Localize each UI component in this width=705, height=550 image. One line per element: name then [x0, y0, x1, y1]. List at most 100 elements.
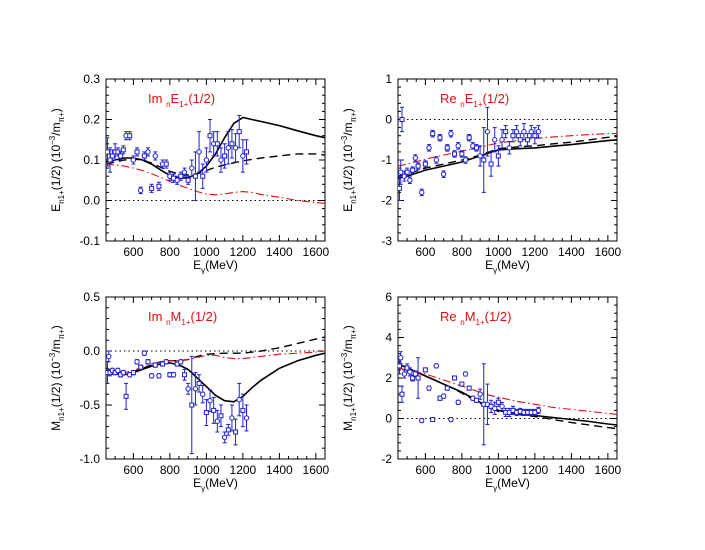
data-point	[233, 429, 239, 435]
data-point	[109, 153, 115, 159]
data-point	[120, 369, 127, 376]
data-point	[528, 128, 534, 135]
x-tick-label: 600	[415, 463, 435, 477]
data-point	[492, 137, 498, 143]
data-point	[200, 173, 206, 179]
panel-title: Re nM1+(1/2)	[440, 309, 511, 327]
data-point	[398, 169, 404, 175]
chart-panel-4: 600 800 1000 1200 1400 1600 -2 0 2 4 6 Re nM1+(1/2)…	[340, 290, 622, 493]
y-tick-label: 6	[385, 290, 392, 304]
data-point	[243, 415, 250, 421]
y-tick-label: 0.0	[83, 344, 100, 358]
data-point	[525, 137, 531, 143]
chart-panel-3: 600 800 1000 1200 1400 1600 -1.0 -0.5 0.0 0.5 Im n…	[48, 290, 330, 493]
data-point	[156, 183, 162, 189]
model-curve-dashdot	[106, 350, 325, 374]
chart-panel-1: 600 800 1000 1200 1400 1600 -0.1 0.0 0.1 0.2 0.3 Im…	[48, 72, 330, 275]
data-point	[503, 129, 509, 135]
data-point	[156, 373, 162, 379]
data-point	[189, 165, 195, 171]
data-point	[181, 372, 187, 378]
x-tick-label: 1200	[522, 463, 549, 477]
data-point	[236, 129, 242, 135]
y-axis-label: Mn1+(1/2) (10−3/mπ+)	[340, 325, 358, 431]
data-point	[473, 145, 479, 151]
data-point	[189, 402, 195, 408]
panel-title: Im nE1+(1/2)	[148, 91, 215, 109]
y-tick-label: -0.1	[79, 234, 100, 248]
data-point	[477, 391, 483, 397]
data-point	[433, 363, 440, 369]
data-point	[138, 364, 144, 370]
x-tick-label: 1000	[193, 463, 220, 477]
data-point	[455, 399, 461, 405]
x-axis-label: Eγ(MeV)	[485, 476, 530, 493]
data-point	[106, 149, 110, 155]
data-point	[452, 151, 458, 157]
data-point	[178, 173, 184, 179]
data-point	[218, 157, 224, 163]
data-point	[203, 157, 210, 163]
data-point	[535, 128, 542, 135]
data-point	[499, 137, 505, 143]
y-tick-label: -0.5	[79, 398, 100, 412]
data-point	[399, 117, 405, 122]
data-point	[192, 173, 198, 179]
panel-title: Re nE1+(1/2)	[440, 91, 509, 109]
data-point	[134, 359, 140, 365]
y-axis-label: En1+(1/2) (10−3/mπ+)	[340, 108, 358, 212]
data-point	[499, 403, 505, 410]
y-axis-label: En1+(1/2) (10−3/mπ+)	[48, 108, 66, 212]
data-point	[200, 391, 206, 397]
data-point	[492, 405, 498, 412]
data-point	[415, 163, 421, 169]
data-point	[422, 367, 428, 373]
data-point	[127, 133, 133, 139]
data-point	[203, 410, 209, 416]
data-point	[466, 135, 472, 141]
y-tick-label: 0.2	[83, 113, 100, 127]
data-point	[145, 359, 151, 365]
y-tick-label: -1.0	[79, 452, 100, 466]
x-tick-label: 1400	[558, 463, 585, 477]
data-point	[473, 397, 479, 403]
data-point	[430, 131, 436, 137]
data-point	[433, 157, 440, 163]
data-point	[412, 155, 419, 161]
data-point	[130, 370, 136, 376]
x-axis-label: Eγ(MeV)	[485, 258, 530, 275]
data-point	[163, 161, 169, 167]
data-point	[506, 145, 513, 151]
data-point	[229, 141, 235, 147]
x-tick-label: 800	[160, 245, 180, 259]
data-point	[240, 407, 246, 413]
model-curve-solid	[106, 352, 325, 403]
data-point	[426, 145, 432, 151]
data-point	[440, 171, 447, 177]
data-point	[141, 350, 148, 356]
data-point	[240, 153, 246, 159]
data-point	[134, 149, 140, 155]
data-point	[141, 153, 147, 159]
data-point	[225, 427, 231, 433]
x-tick-label: 1000	[193, 245, 220, 259]
data-point	[462, 157, 469, 163]
data-point	[178, 359, 184, 365]
data-point	[448, 130, 454, 137]
data-point	[137, 187, 144, 194]
data-point	[426, 385, 432, 391]
model-curve-dashdot	[106, 163, 325, 204]
data-point	[229, 415, 235, 421]
data-point	[181, 169, 188, 175]
x-tick-label: 1200	[230, 245, 257, 259]
data-point	[185, 386, 191, 392]
data-point	[404, 169, 410, 175]
data-point	[407, 369, 413, 375]
data-point	[459, 151, 465, 157]
data-point	[244, 149, 250, 155]
y-tick-label: 0.1	[83, 153, 100, 167]
x-tick-label: 1600	[595, 245, 622, 259]
data-point	[207, 133, 213, 139]
x-tick-label: 1200	[522, 245, 549, 259]
data-point	[196, 380, 202, 386]
